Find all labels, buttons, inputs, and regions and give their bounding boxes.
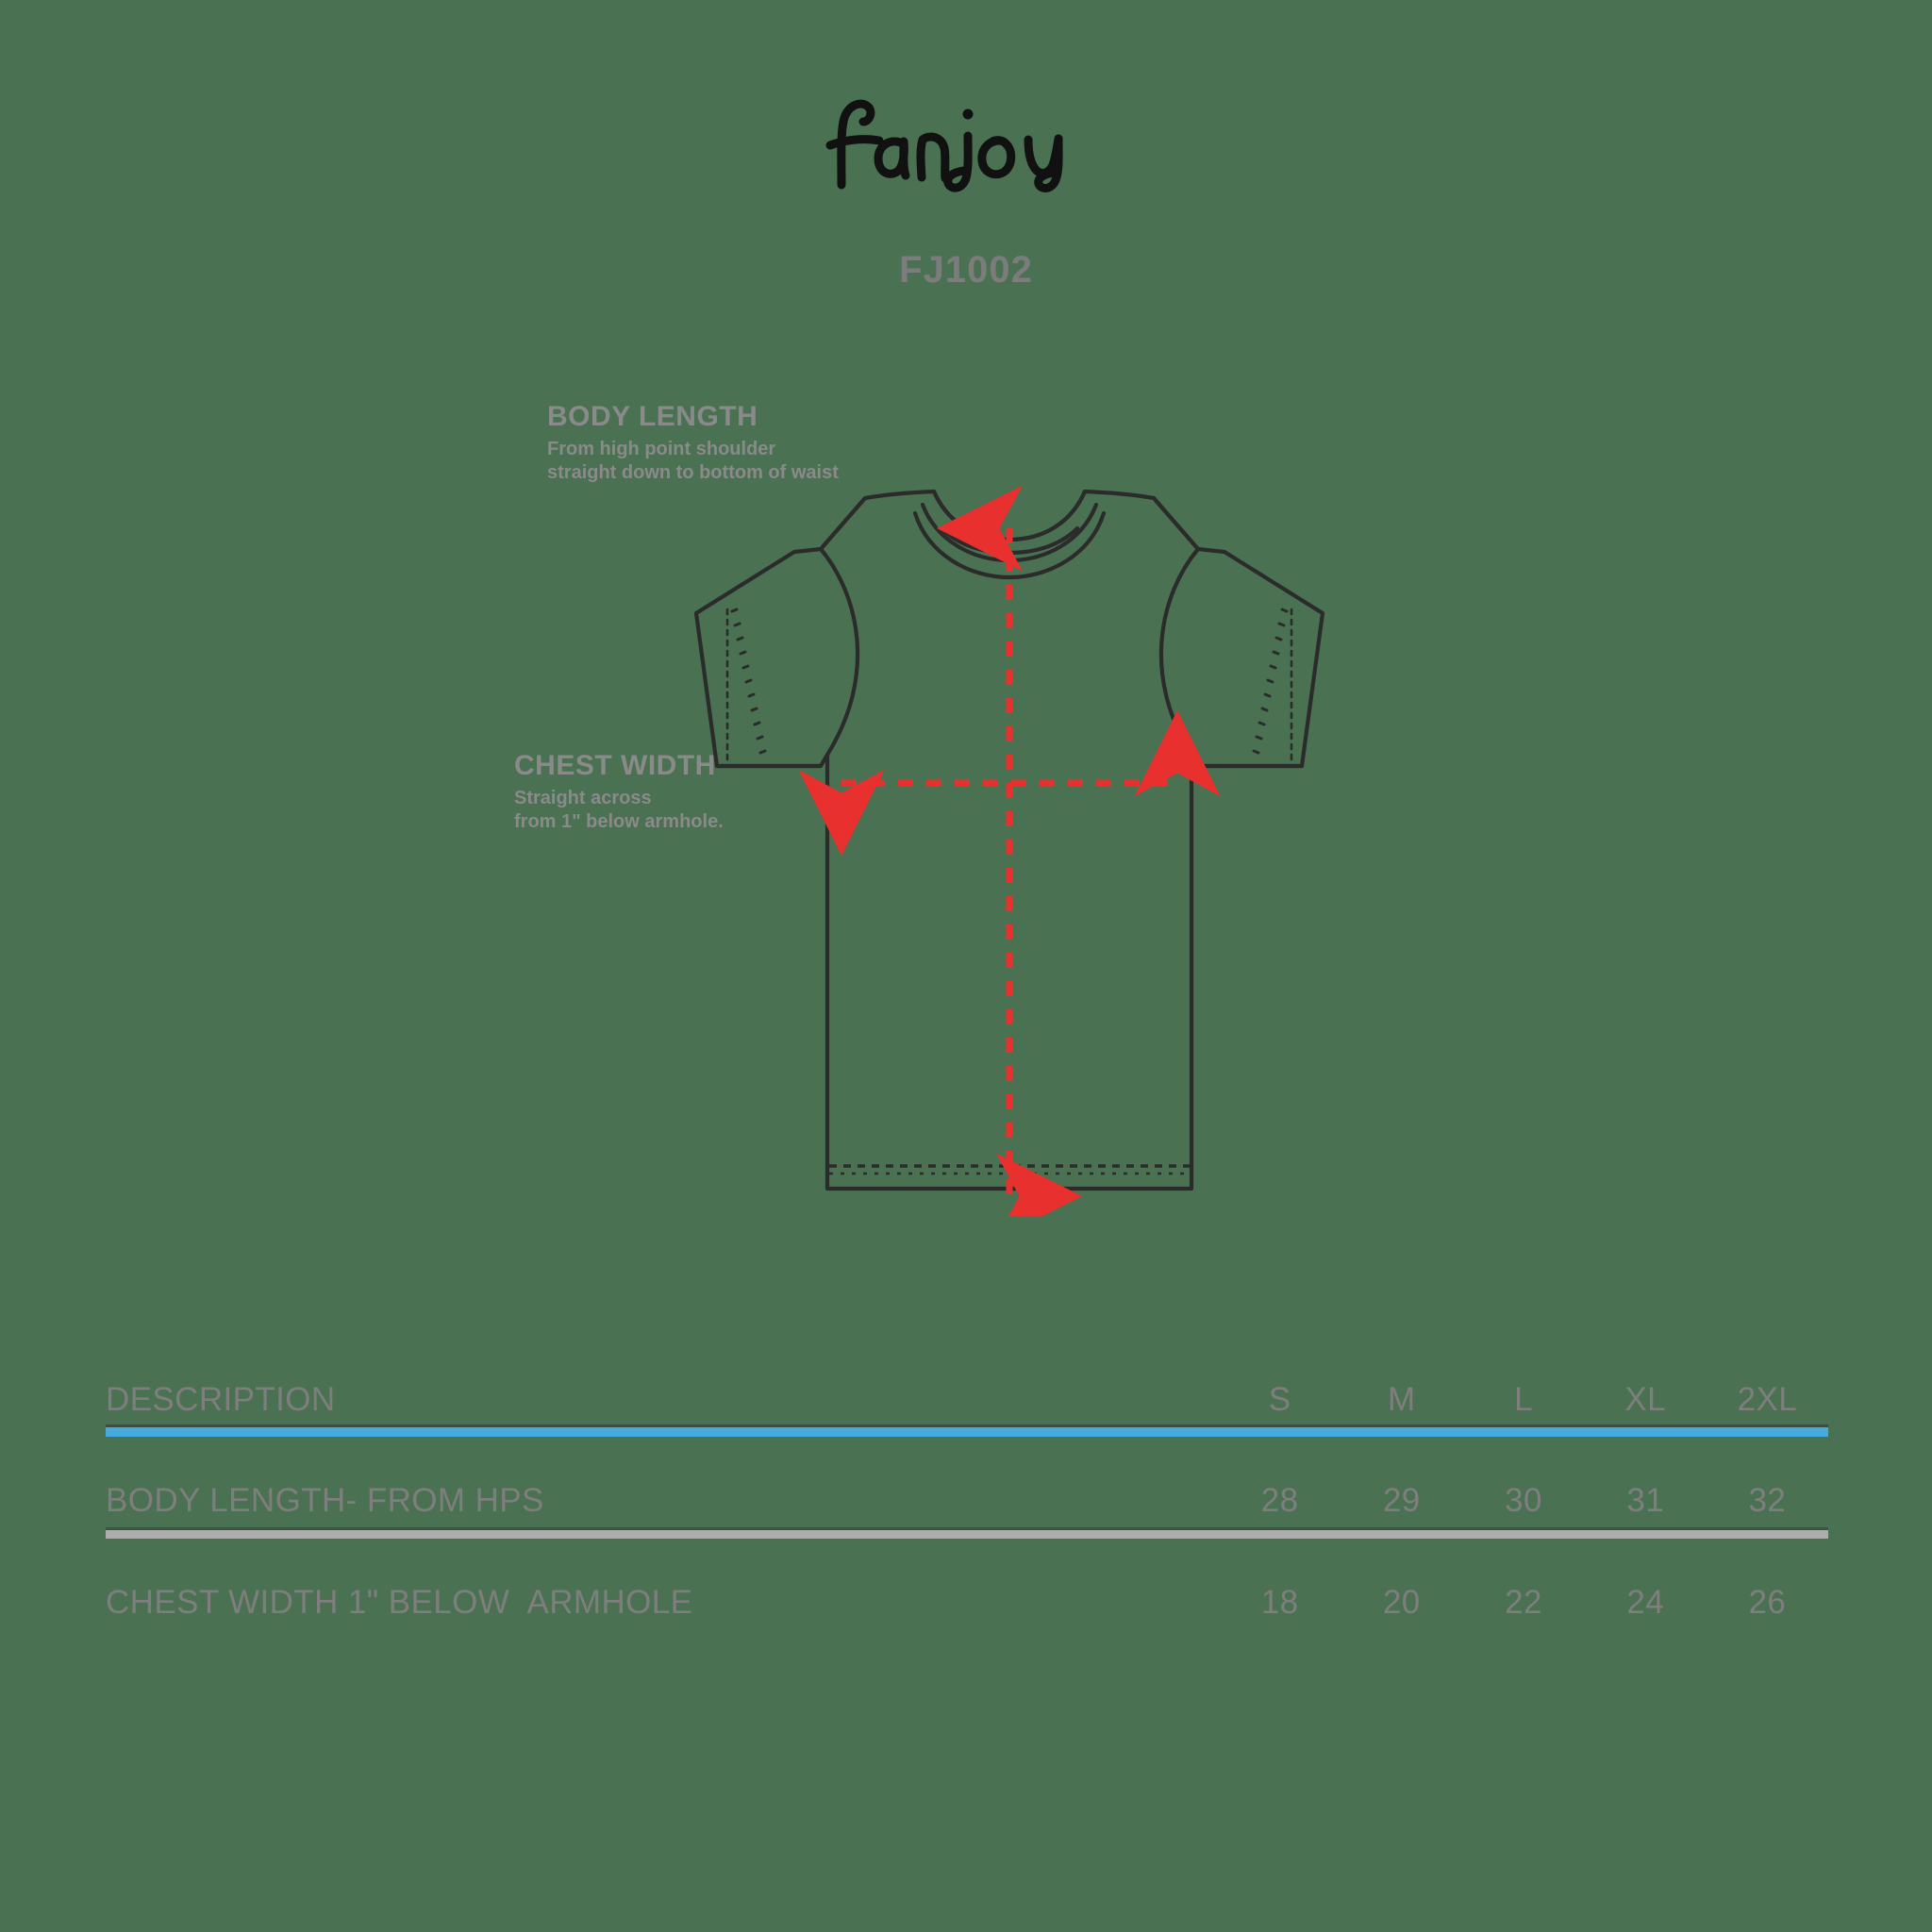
body-length-s: 28 (1260, 1482, 1299, 1519)
size-table: DESCRIPTION S M L XL 2XL BODY LENGTH- FR… (106, 1358, 1828, 1622)
brand-logo (0, 91, 1932, 199)
chest-width-s: 18 (1260, 1584, 1299, 1621)
chest-width-xl: 24 (1626, 1584, 1665, 1621)
column-header-m: M (1388, 1381, 1416, 1418)
left-sleeve-hem-stitching (725, 608, 767, 761)
table-row: BODY LENGTH- FROM HPS 28 29 30 31 32 (106, 1461, 1828, 1520)
tshirt-technical-drawing (547, 472, 1377, 1217)
column-header-l: L (1514, 1381, 1533, 1418)
chest-width-m: 20 (1382, 1584, 1421, 1621)
annotation-chest-width-title: CHEST WIDTH (514, 750, 716, 781)
column-header-description: DESCRIPTION (106, 1381, 336, 1418)
annotation-chest-width-line1: Straight across (514, 787, 652, 808)
column-header-s: S (1268, 1381, 1291, 1418)
annotation-body-length-line2: straight down to bottom of waist (547, 462, 839, 484)
header-divider-blue (106, 1424, 1828, 1437)
body-length-2xl: 32 (1748, 1482, 1787, 1519)
column-header-2xl: 2XL (1737, 1381, 1798, 1418)
row-label-chest-width: CHEST WIDTH 1" BELOW ARMHOLE (106, 1584, 693, 1621)
table-row: CHEST WIDTH 1" BELOW ARMHOLE 18 20 22 24… (106, 1563, 1828, 1622)
table-header-row: DESCRIPTION S M L XL 2XL (106, 1358, 1828, 1419)
annotation-body-length: BODY LENGTH From high point shoulder str… (547, 401, 839, 486)
body-length-xl: 31 (1626, 1482, 1665, 1519)
product-code: FJ1002 (899, 249, 1033, 291)
chest-width-l: 22 (1505, 1584, 1542, 1621)
row-divider-gray (106, 1527, 1828, 1539)
annotation-chest-width: CHEST WIDTH Straight across from 1" belo… (514, 750, 724, 835)
annotation-body-length-line1: From high point shoulder (547, 438, 776, 459)
body-length-l: 30 (1505, 1482, 1542, 1519)
fanjoy-wordmark-icon (825, 99, 1063, 192)
chest-width-2xl: 26 (1748, 1584, 1787, 1621)
right-sleeve-hem-stitching (1252, 608, 1293, 761)
row-label-body-length: BODY LENGTH- FROM HPS (106, 1482, 544, 1519)
annotation-chest-width-line2: from 1" below armhole. (514, 811, 724, 833)
column-header-xl: XL (1624, 1381, 1667, 1418)
bottom-hem-stitching (829, 1164, 1190, 1175)
body-length-m: 29 (1382, 1482, 1421, 1519)
annotation-body-length-title: BODY LENGTH (547, 401, 758, 432)
